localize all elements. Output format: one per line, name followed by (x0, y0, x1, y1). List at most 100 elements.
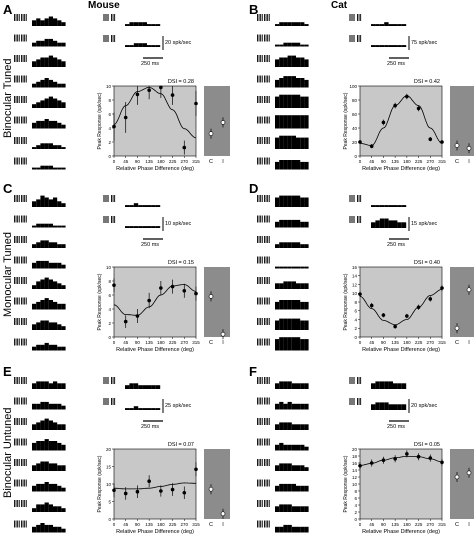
psth-bar (287, 195, 292, 207)
y-tick-label: 4 (354, 317, 357, 322)
x-tick-label: 90 (381, 159, 387, 164)
x-tick-label: 135 (145, 159, 153, 164)
x-tick-label: 315 (192, 340, 200, 345)
psth-bar (40, 401, 45, 410)
plot-area (113, 85, 197, 157)
psth-bar (371, 222, 376, 228)
panel-C: C 10 spk/sec 250 ms 0 2 4 6 8 10 0 45 90 135 180 225 2… (0, 179, 237, 359)
psth-bar (44, 57, 49, 67)
stimulus-grating-icon (257, 338, 270, 346)
monocular-stimulus-icon (349, 35, 362, 42)
psth-bar (61, 528, 66, 533)
psth-bar (61, 124, 66, 129)
psth-bar (300, 197, 305, 207)
psth-bar (379, 381, 385, 389)
contralateral-label: C (455, 522, 459, 528)
psth-bar (151, 408, 156, 410)
psth-bar (291, 281, 296, 289)
psth-bar (279, 483, 284, 492)
y-tick-label: 10 (352, 291, 358, 296)
psth-bar (401, 222, 407, 228)
psth-bar (36, 281, 41, 289)
psth-bar (283, 135, 288, 149)
psth-bar (32, 403, 37, 410)
stimulus-grating-icon (14, 418, 27, 425)
psth-bar (36, 344, 41, 351)
psth-bar (283, 422, 288, 430)
psth-bar (48, 441, 53, 451)
psth-bar (304, 301, 309, 310)
psth-bar (371, 24, 376, 26)
stimulus-grating-icon (257, 215, 270, 223)
monocular-stimulus-icon (103, 398, 116, 405)
x-tick-label: 135 (145, 522, 153, 527)
y-tick-label: 14 (352, 468, 358, 473)
psth-bar (287, 219, 292, 228)
psth-bar (279, 300, 284, 310)
data-point (123, 115, 128, 120)
psth-bar (44, 119, 49, 129)
psth-bar (44, 381, 49, 389)
psth-bar (53, 57, 58, 67)
psth-bar (61, 102, 66, 108)
dsi-label: DSI = 0.05 (414, 442, 440, 448)
psth-bar (151, 226, 156, 228)
psth-bar (283, 403, 288, 410)
psth-bar (401, 24, 407, 26)
psth-bar (44, 240, 49, 248)
psth-bar (138, 22, 143, 26)
data-point (182, 145, 187, 150)
psth-bar (48, 38, 53, 47)
x-tick-label: 0 (359, 522, 362, 527)
psth-bar (291, 383, 296, 389)
x-axis-label: Relative Phase Difference (deg) (362, 529, 440, 535)
psth-bar (142, 22, 147, 26)
psth-bar (397, 383, 402, 389)
ipsilateral-label: I (222, 159, 224, 165)
psth-bar (393, 205, 398, 207)
x-tick-label: 315 (192, 159, 200, 164)
y-tick-label: 16 (352, 461, 358, 466)
psth-bar (279, 219, 284, 228)
psth-bar (379, 24, 385, 26)
psth-bar (61, 346, 66, 351)
data-point (194, 291, 198, 296)
psth-bar (275, 137, 280, 149)
psth-bar (279, 44, 284, 47)
panel-F: F 20 spk/sec 250 ms 0 2 4 6 8 10 12 14 16 18 20 0 45 90… (237, 359, 474, 538)
panel-letter: A (3, 2, 13, 17)
data-point (405, 452, 409, 456)
x-tick-label: 90 (381, 522, 387, 527)
dsi-label: DSI = 0.42 (414, 79, 440, 85)
psth-bar (283, 57, 288, 67)
x-tick-label: 270 (181, 340, 189, 345)
x-tick-label: 315 (438, 340, 446, 345)
fit-curve (360, 456, 442, 466)
psth-bar (44, 38, 49, 47)
stimulus-grating-icon (14, 338, 27, 346)
stimulus-grating-icon (257, 157, 270, 165)
psth-bar (287, 422, 292, 430)
psth-bar (375, 402, 380, 410)
psth-bar (287, 381, 292, 389)
y-tick-label: 80 (352, 98, 358, 103)
psth-bar (32, 485, 37, 492)
psth-bar (129, 45, 134, 47)
psth-bar (287, 266, 292, 269)
monocular-response-panel (204, 86, 230, 156)
data-point (358, 292, 362, 296)
data-point (147, 88, 151, 92)
stimulus-grating-icon (14, 256, 27, 264)
psth-bar (44, 18, 49, 26)
ipsilateral-point (466, 287, 472, 293)
rate-scale-label: 20 spk/sec (165, 40, 192, 46)
time-scale-label: 250 ms (387, 61, 405, 67)
psth-bar (401, 205, 407, 207)
x-tick-label: 180 (157, 159, 165, 164)
time-scale-label: 250 ms (141, 424, 159, 430)
stimulus-grating-icon (257, 34, 270, 42)
psth-bar (300, 283, 305, 289)
psth-bar (291, 483, 296, 492)
psth-bar (283, 337, 288, 351)
panel-graphics: 75 spk/sec 250 ms 0 20 40 60 80 100 0 45 90 135 180 2… (257, 14, 474, 172)
